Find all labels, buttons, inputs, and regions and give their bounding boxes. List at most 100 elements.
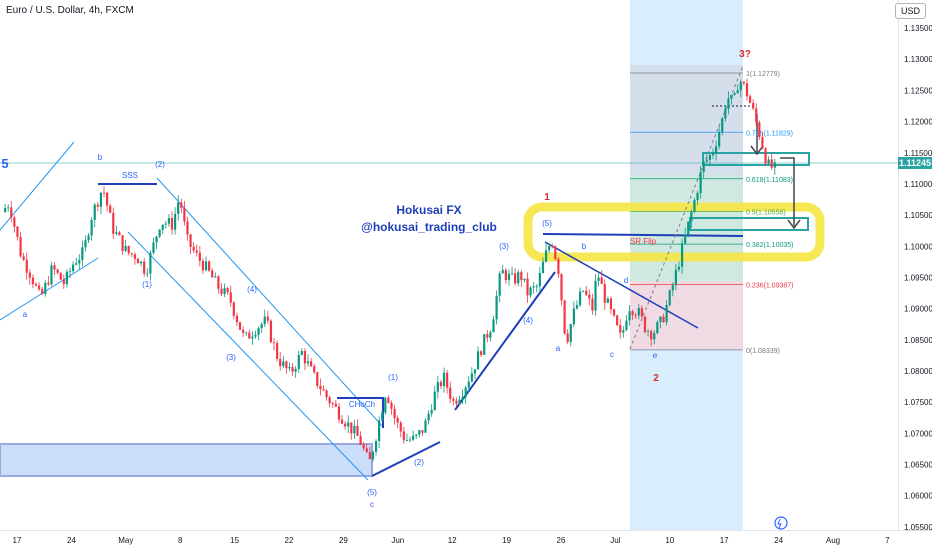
candle-body	[520, 272, 523, 281]
y-tick-label: 1.11500	[904, 149, 932, 158]
candle-body	[532, 286, 535, 288]
candle-body	[245, 332, 248, 334]
candle-body	[276, 343, 279, 359]
y-tick-label: 1.10000	[904, 242, 932, 251]
candle-body	[170, 217, 174, 230]
candle-body	[384, 397, 387, 413]
target-box-lower[interactable]	[689, 217, 809, 231]
candle-body	[238, 322, 242, 330]
candle-body	[158, 229, 161, 237]
candle-body	[303, 351, 307, 364]
candle-body	[770, 159, 773, 168]
candle-body	[674, 269, 677, 286]
x-tick-label: May	[118, 536, 133, 545]
candle-body	[455, 400, 458, 404]
candle-body	[140, 261, 143, 264]
wave-label: SSS	[122, 171, 138, 180]
fib-zone-grey	[630, 65, 743, 175]
channel-line-lower[interactable]	[0, 257, 99, 321]
candle-body	[257, 328, 260, 335]
candle-body	[214, 276, 217, 278]
candle-body	[560, 274, 563, 301]
candle-body	[680, 243, 684, 267]
candle-body	[646, 331, 650, 333]
currency-button[interactable]: USD	[894, 3, 926, 19]
fib-diagonal	[629, 65, 744, 350]
candle-body	[739, 81, 742, 91]
y-tick-label: 1.13000	[904, 55, 932, 64]
branding: Hokusai FX @hokusai_trading_club	[361, 203, 497, 234]
candle-body	[344, 423, 347, 427]
candle-body	[149, 252, 152, 274]
triangle-lower[interactable]	[544, 241, 699, 329]
candle-body	[643, 316, 647, 333]
candle-body	[19, 236, 22, 257]
trendline-2[interactable]	[454, 271, 556, 411]
candle-body	[242, 329, 245, 333]
candle-body	[637, 307, 640, 316]
demand-zone[interactable]	[0, 443, 373, 477]
candle-body	[659, 316, 662, 323]
brand-title: Hokusai FX	[396, 203, 461, 217]
candle-body	[650, 331, 653, 340]
candle-body	[510, 273, 514, 275]
candle-body	[439, 382, 443, 387]
candle-body	[288, 367, 291, 369]
candle-body	[350, 422, 353, 434]
wave-label: b	[98, 153, 103, 162]
x-tick-label: 10	[665, 536, 674, 545]
candle-body	[192, 246, 195, 251]
x-tick-label: 22	[285, 536, 294, 545]
y-tick-label: 1.12500	[904, 86, 932, 95]
wave-label: (3)	[499, 242, 509, 251]
candle-body	[25, 259, 28, 273]
fib-label: 1(1.12779)	[746, 71, 780, 78]
replay-icon[interactable]	[774, 516, 788, 530]
candle-body	[631, 311, 634, 316]
candle-body	[300, 351, 303, 355]
arrow-1-head	[750, 145, 764, 156]
candle-body	[495, 295, 498, 320]
x-tick-label: Jun	[391, 536, 404, 545]
y-tick-label: 1.12000	[904, 118, 932, 127]
fib-label: 0.5(1.10558)	[746, 210, 786, 217]
sr-flip-line[interactable]	[542, 233, 744, 237]
wave-label: (1)	[142, 280, 152, 289]
candle-body	[634, 315, 637, 316]
candle-body	[319, 385, 322, 390]
candle-body	[229, 292, 232, 303]
candle-body	[204, 261, 208, 271]
wave-label: (3)	[226, 353, 236, 362]
x-tick-label: 29	[339, 536, 348, 545]
candle-body	[263, 316, 266, 325]
candle-body	[118, 232, 121, 236]
trendline-1[interactable]	[371, 441, 441, 477]
candle-body	[544, 250, 548, 262]
desc-channel-lower[interactable]	[127, 231, 369, 481]
time-axis-border	[0, 530, 932, 531]
symbol-title[interactable]: Euro / U.S. Dollar, 4h, FXCM	[4, 4, 136, 17]
brand-handle: @hokusai_trading_club	[361, 220, 497, 234]
candle-body	[260, 324, 263, 329]
y-tick-label: 1.08500	[904, 336, 932, 345]
highlight-band[interactable]	[523, 202, 825, 262]
candle-body	[548, 246, 551, 251]
desc-channel-upper[interactable]	[156, 177, 385, 429]
candle-body	[390, 402, 393, 409]
candle-body	[22, 256, 25, 260]
candle-body	[399, 422, 402, 432]
candle-body	[93, 204, 96, 220]
candle-body	[84, 240, 87, 248]
candles	[3, 78, 776, 462]
wave-label: c	[610, 350, 614, 359]
candle-body	[671, 285, 674, 291]
candle-body	[464, 387, 467, 397]
y-tick-label: 1.13500	[904, 24, 932, 33]
candle-body	[606, 298, 609, 303]
candle-body	[507, 273, 511, 280]
candle-body	[56, 269, 59, 273]
wave-label: (4)	[523, 316, 533, 325]
wave-label: 2	[653, 373, 659, 384]
